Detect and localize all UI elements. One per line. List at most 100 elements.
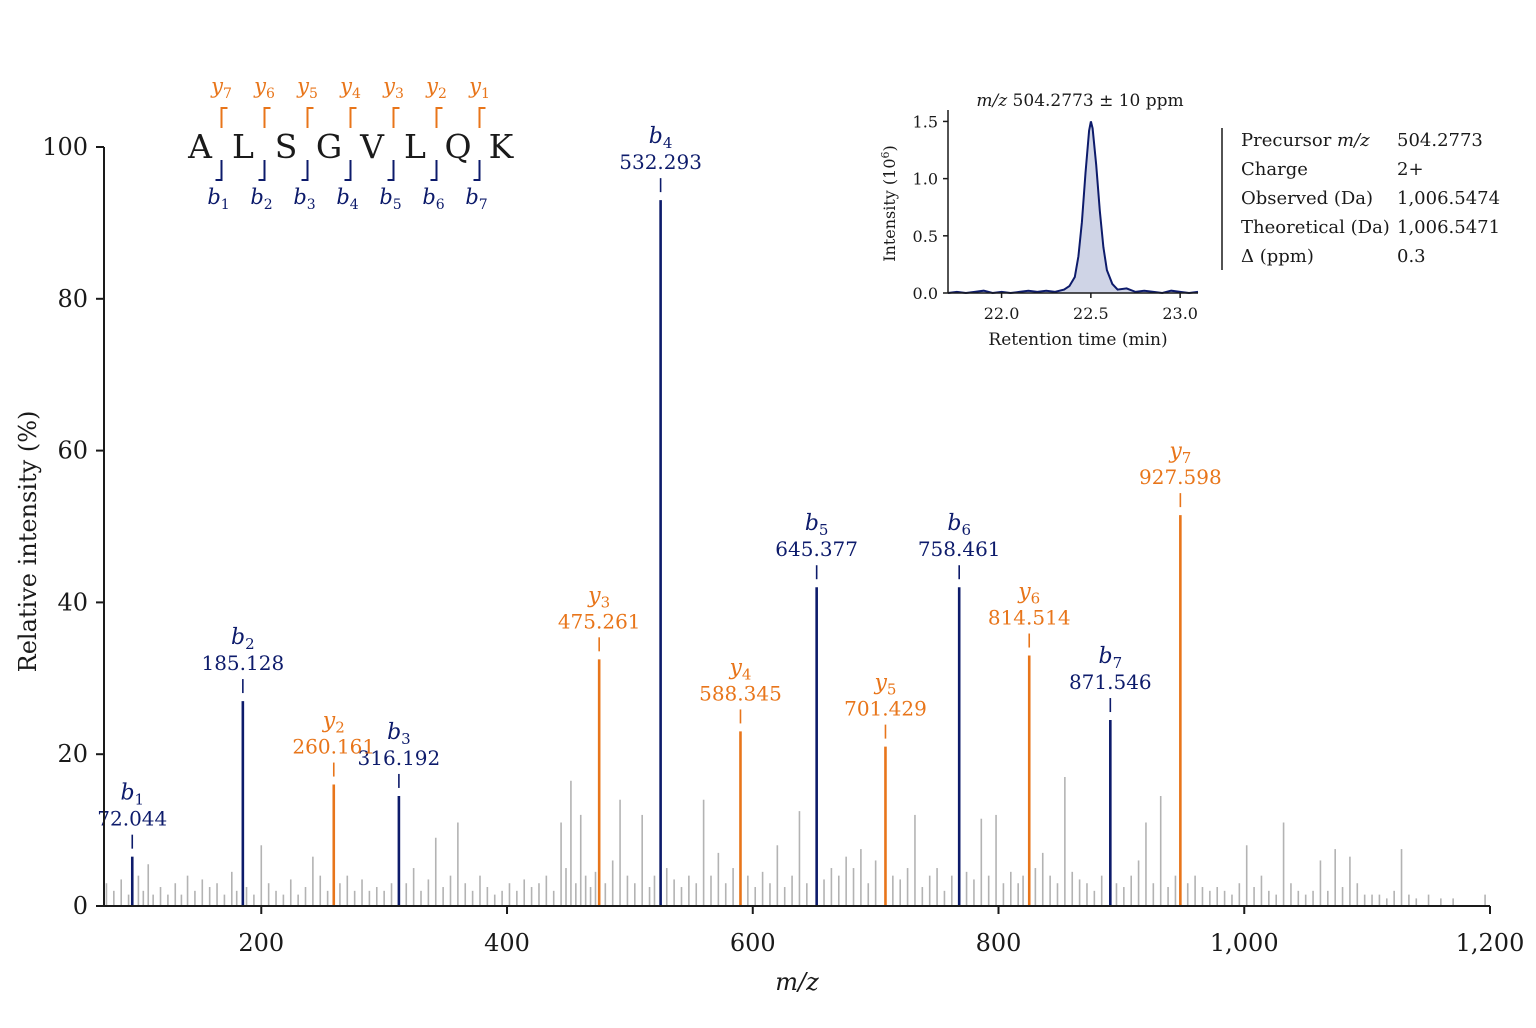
y-tick-label: 20 (57, 740, 88, 768)
ion-letter: b (379, 185, 392, 209)
ion-letter: y (339, 74, 353, 98)
table-row-value: 0.3 (1397, 246, 1426, 267)
table-row-value: 504.2773 (1397, 130, 1483, 151)
b4-mz-label: 532.293 (619, 150, 702, 174)
y-cleavage-bracket (435, 107, 443, 128)
y3-ion-label: y3 (587, 583, 610, 611)
seq-y2-label: y2 (425, 74, 447, 102)
inset-ylabel-suffix: ) (880, 145, 899, 151)
table-row-value: 1,006.5471 (1397, 217, 1500, 238)
ion-index: 2 (264, 197, 273, 213)
y5-ion-label: y5 (873, 671, 896, 699)
table-label-text: Δ (ppm) (1241, 246, 1314, 267)
inset-y-tick-label: 0.0 (913, 284, 938, 303)
ion-letter: y (1017, 580, 1031, 605)
ion-letter: b (465, 185, 478, 209)
seq-y3-label: y3 (382, 74, 404, 102)
residue-7: Q (444, 127, 471, 166)
b7-mz-label: 871.546 (1069, 670, 1152, 694)
inset-y-tick-label: 1.5 (913, 112, 938, 131)
ion-index: 5 (393, 197, 402, 213)
table-row-value: 1,006.5474 (1397, 188, 1500, 209)
ion-index: 7 (479, 197, 488, 213)
ion-index: 1 (135, 791, 145, 809)
y2-ion-label: y2 (322, 709, 345, 737)
y5-mz-label: 701.429 (844, 697, 927, 721)
table-row-value: 2+ (1397, 159, 1424, 180)
ion-letter: b (805, 511, 819, 536)
y6-mz-label: 814.514 (988, 606, 1071, 630)
inset-title: m/z 504.2773 ± 10 ppm (976, 91, 1183, 111)
inset-ylabel-text: Intensity (10 (880, 158, 899, 261)
b3-ion-label: b3 (387, 720, 411, 748)
ion-letter: y (873, 671, 887, 696)
ion-index: 4 (350, 197, 359, 213)
table-label-text: Charge (1241, 159, 1308, 180)
seq-b5-label: b5 (379, 185, 401, 213)
ion-index: 6 (961, 521, 971, 539)
ion-letter: b (250, 185, 263, 209)
ion-letter: b (293, 185, 306, 209)
b1-ion-label: b1 (120, 781, 144, 809)
seq-y5-label: y5 (296, 74, 318, 102)
seq-y7-label: y7 (210, 74, 232, 102)
inset-x-axis-label: Retention time (min) (988, 330, 1167, 350)
xic-trace (947, 121, 1199, 295)
x-tick-label: 200 (238, 929, 284, 957)
b6-ion-label: b6 (947, 511, 971, 539)
ion-index: 2 (438, 86, 447, 102)
inset-x-tick-label: 23.0 (1162, 304, 1198, 323)
b-cleavage-bracket (215, 160, 223, 181)
ion-letter: y (468, 74, 482, 98)
y-tick-label: 60 (57, 437, 88, 465)
y7-ion-label: y7 (1168, 439, 1191, 467)
table-label-text: Theoretical (Da) (1241, 217, 1390, 238)
ion-index: 2 (335, 719, 345, 737)
mass-spectrum-chart: b172.044b2185.128b3316.192b4532.293b5645… (14, 124, 1524, 996)
residue-8: K (489, 127, 515, 166)
ion-index: 5 (309, 86, 318, 102)
seq-b2-label: b2 (250, 185, 272, 213)
y4-ion-label: y4 (728, 655, 751, 683)
x-tick-label: 400 (484, 929, 530, 957)
ion-index: 3 (395, 86, 404, 102)
y7-mz-label: 927.598 (1139, 465, 1222, 489)
y-tick-label: 0 (73, 892, 88, 920)
inset-y-tick-label: 0.5 (913, 227, 938, 246)
inset-y-tick-label: 1.0 (913, 170, 938, 189)
x-tick-label: 600 (730, 929, 776, 957)
seq-y1-label: y1 (468, 74, 490, 102)
y6-ion-label: y6 (1017, 580, 1040, 608)
ion-index: 3 (401, 730, 411, 748)
table-row-label: Charge (1241, 159, 1308, 180)
y3-mz-label: 475.261 (558, 609, 641, 633)
residue-5: V (359, 127, 385, 166)
ion-letter: y (382, 74, 396, 98)
residue-1: A (187, 127, 213, 166)
ion-letter: y (253, 74, 267, 98)
table-row-label: Theoretical (Da) (1241, 217, 1390, 238)
ion-letter: b (387, 720, 401, 745)
y-axis-label: Relative intensity (%) (14, 411, 42, 673)
ion-letter: y (425, 74, 439, 98)
b5-mz-label: 645.377 (775, 537, 858, 561)
b-cleavage-bracket (473, 160, 481, 181)
inset-title-italic: m/z (976, 91, 1008, 111)
ion-index: 1 (481, 86, 490, 102)
ion-letter: b (231, 625, 245, 650)
y-cleavage-bracket (306, 107, 314, 128)
b5-ion-label: b5 (805, 511, 829, 539)
inset-x-tick-label: 22.0 (984, 304, 1020, 323)
ion-index: 5 (887, 681, 897, 699)
residue-2: L (232, 127, 254, 166)
ion-letter: b (947, 511, 961, 536)
table-row-label: Precursor m/z (1241, 130, 1370, 151)
x-axis-label: m/z (775, 968, 819, 996)
ion-index: 5 (819, 521, 829, 539)
b3-mz-label: 316.192 (358, 746, 441, 770)
b-cleavage-bracket (258, 160, 266, 181)
seq-y4-label: y4 (339, 74, 361, 102)
ion-index: 4 (352, 86, 361, 102)
ion-letter: b (120, 781, 134, 806)
x-tick-label: 1,200 (1456, 929, 1525, 957)
